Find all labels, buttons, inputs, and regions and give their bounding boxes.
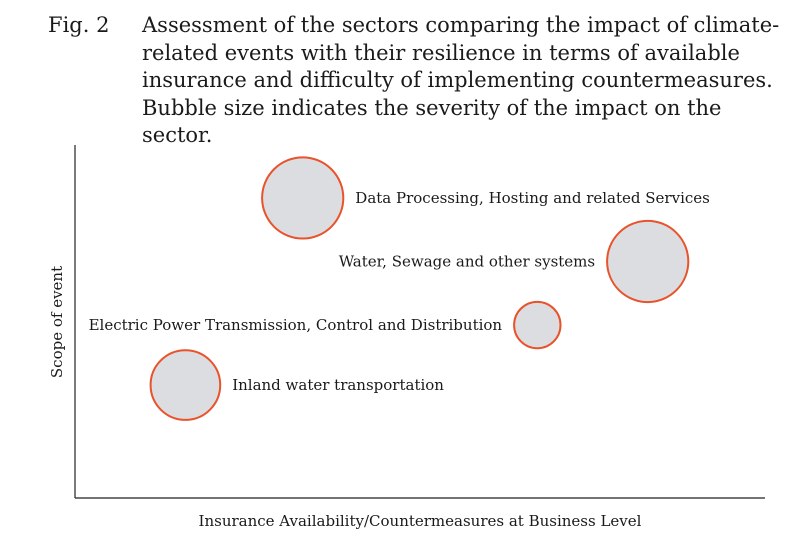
bubble-label-4: Inland water transportation [232, 376, 444, 394]
bubble-3 [513, 300, 562, 350]
bubble-label-3: Electric Power Transmission, Control and… [89, 316, 503, 334]
figure-number: Fig. 2 [48, 13, 110, 37]
bubble-label-1: Data Processing, Hosting and related Ser… [355, 189, 710, 207]
x-axis-label: Insurance Availability/Countermeasures a… [199, 512, 642, 530]
bubble-series: Data Processing, Hosting and related Ser… [89, 156, 710, 421]
bubble-1 [261, 156, 345, 240]
bubble-4 [149, 349, 222, 421]
bubble-label-2: Water, Sewage and other systems [339, 252, 595, 270]
bubble-2 [606, 219, 690, 304]
figure-caption: Assessment of the sectors comparing the … [142, 13, 780, 147]
y-axis-label: Scope of event [48, 266, 66, 378]
